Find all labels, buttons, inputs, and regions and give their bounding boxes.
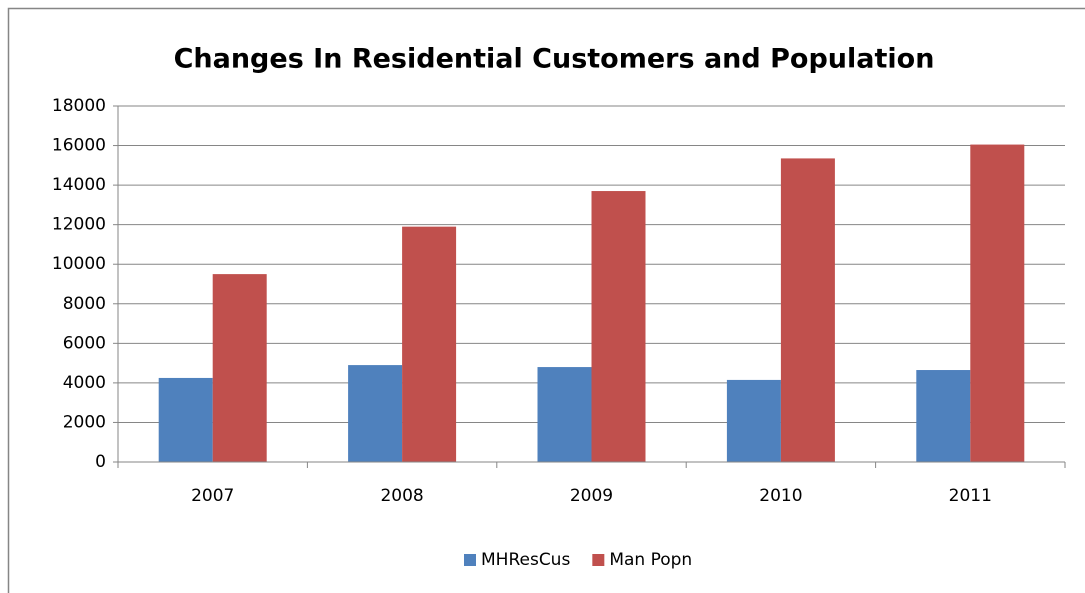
bar xyxy=(970,144,1025,463)
y-tick-label: 14000 xyxy=(52,175,106,195)
y-tick-label: 8000 xyxy=(63,294,106,314)
y-tick-label: 2000 xyxy=(63,412,106,432)
x-tick-label: 2009 xyxy=(570,486,613,506)
x-tick-label: 2007 xyxy=(191,486,234,506)
bar xyxy=(158,377,213,462)
y-tick-label: 0 xyxy=(95,452,106,472)
legend-label: Man Popn xyxy=(609,550,692,570)
bar xyxy=(780,158,835,462)
legend-swatch xyxy=(592,554,605,566)
y-tick-label: 10000 xyxy=(52,254,106,274)
chart-title: Changes In Residential Customers and Pop… xyxy=(174,44,935,75)
bar xyxy=(402,226,457,462)
bar xyxy=(726,379,781,462)
y-tick-label: 6000 xyxy=(63,333,106,353)
x-tick-label: 2011 xyxy=(949,486,992,506)
legend-swatch xyxy=(464,554,476,566)
y-tick-label: 4000 xyxy=(63,373,106,393)
y-tick-label: 16000 xyxy=(52,136,106,156)
bar xyxy=(537,367,592,462)
bar xyxy=(916,370,971,462)
chart-border xyxy=(7,7,1085,593)
y-tick-label: 12000 xyxy=(52,215,106,235)
bar xyxy=(348,365,403,462)
bar xyxy=(212,274,267,462)
y-tick-label: 18000 xyxy=(52,96,106,116)
x-tick-label: 2008 xyxy=(380,486,423,506)
legend-label: MHResCus xyxy=(481,550,570,570)
x-tick-label: 2010 xyxy=(759,486,802,506)
bar xyxy=(591,191,646,463)
